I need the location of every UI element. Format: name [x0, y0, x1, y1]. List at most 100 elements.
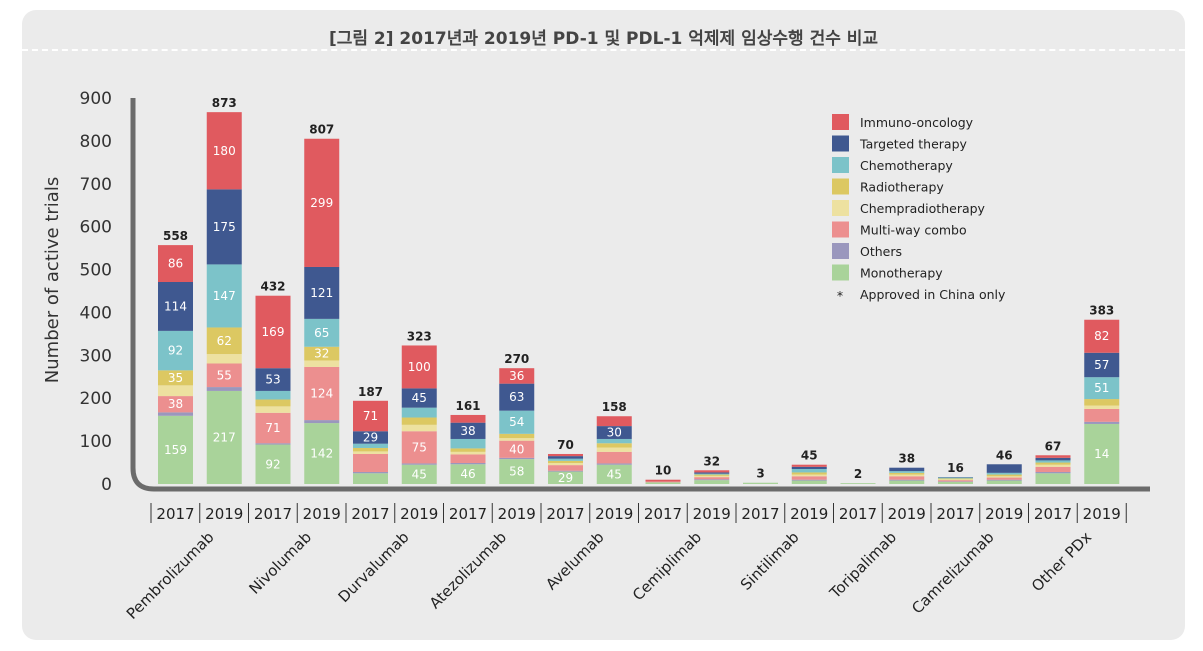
- bar-segment: [353, 473, 388, 484]
- bar-total-label: 70: [557, 438, 574, 452]
- segment-value-label: 38: [168, 397, 183, 411]
- year-tick-label: 2019: [595, 505, 633, 523]
- bar-segment: [401, 424, 437, 432]
- segment-value-label: 40: [509, 442, 524, 456]
- bar-segment: [1035, 460, 1071, 463]
- bar-total-label: 323: [407, 329, 432, 343]
- bar-total-label: 158: [602, 400, 627, 414]
- bar-segment: [548, 462, 583, 466]
- legend-swatch: [832, 178, 849, 195]
- bar-total-label: 2: [854, 467, 862, 481]
- legend-label: Others: [860, 244, 902, 259]
- segment-value-label: 58: [509, 465, 524, 479]
- bar-segment: [499, 440, 535, 458]
- segment-value-label: 45: [607, 467, 622, 481]
- bar-segment: [889, 479, 925, 481]
- bar-segment: [1084, 377, 1120, 400]
- legend-swatch: [832, 243, 849, 259]
- bar-segment: [255, 368, 291, 391]
- legend-swatch: [832, 135, 849, 152]
- y-tick-label: 100: [80, 432, 112, 452]
- bar-segment: [548, 458, 583, 461]
- legend-label: Chemotherapy: [860, 158, 953, 173]
- segment-value-label: 92: [168, 344, 183, 358]
- bar-segment: [548, 456, 583, 459]
- segment-value-label: 121: [310, 286, 333, 300]
- bar-segment: [499, 459, 535, 484]
- bar-segment: [1084, 319, 1120, 353]
- year-tick-label: 2019: [888, 505, 926, 523]
- bar-segment: [889, 474, 925, 477]
- bar-segment: [548, 465, 583, 471]
- bar-segment: [206, 264, 242, 328]
- bar-segment: [206, 387, 242, 391]
- bar-segment: [206, 363, 242, 388]
- segment-value-label: 65: [314, 326, 329, 340]
- bar-segment: [1035, 466, 1071, 472]
- legend-label: Radiotherapy: [860, 180, 944, 195]
- bar-segment: [401, 407, 437, 418]
- bar-total-label: 558: [163, 229, 188, 243]
- segment-value-label: 86: [168, 257, 183, 271]
- year-tick-label: 2017: [1034, 505, 1072, 523]
- bar-segment: [694, 473, 730, 475]
- bar-total-label: 46: [996, 448, 1013, 462]
- bar-total-label: 383: [1089, 304, 1114, 318]
- bar-segment: [938, 479, 973, 481]
- bar-segment: [1035, 455, 1071, 458]
- bar-segment: [791, 480, 827, 484]
- bar-segment: [304, 423, 340, 484]
- segment-value-label: 299: [310, 196, 333, 210]
- bar-segment: [499, 438, 535, 441]
- bar-segment: [938, 478, 973, 480]
- y-tick-label: 400: [80, 303, 112, 323]
- bar-segment: [304, 318, 340, 347]
- bar-segment: [158, 396, 193, 413]
- bar-segment: [1084, 421, 1120, 424]
- bar-segment: [206, 189, 242, 265]
- legend-swatch: [832, 264, 849, 281]
- chart-title: [그림 2] 2017년과 2019년 PD-1 및 PDL-1 억제제 임상수…: [328, 29, 879, 49]
- year-tick-label: 2017: [936, 505, 974, 523]
- segment-value-label: 71: [363, 409, 378, 423]
- drug-label: Sintilimab: [737, 528, 803, 594]
- bar-segment: [450, 438, 486, 449]
- bar-total-label: 161: [455, 399, 480, 413]
- year-tick-label: 2017: [156, 505, 194, 523]
- y-tick-label: 800: [80, 132, 112, 152]
- legend-label: Targeted therapy: [859, 137, 968, 152]
- bar-segment: [1084, 423, 1120, 484]
- bar-segment: [548, 460, 583, 463]
- segment-value-label: 54: [509, 415, 524, 429]
- bar-segment: [353, 471, 388, 474]
- bar-total-label: 16: [947, 461, 964, 475]
- segment-value-label: 51: [1094, 381, 1109, 395]
- bar-segment: [206, 112, 242, 190]
- segment-value-label: 30: [607, 426, 622, 440]
- legend-swatch: [832, 157, 849, 173]
- segment-value-label: 75: [412, 440, 427, 454]
- year-tick-label: 2019: [498, 505, 536, 523]
- bar-segment: [840, 483, 876, 484]
- segment-value-label: 55: [217, 368, 232, 382]
- segment-value-label: 147: [213, 289, 236, 303]
- bar-segment: [889, 467, 925, 472]
- bar-segment: [206, 354, 242, 364]
- bar-segment: [645, 482, 681, 484]
- segment-value-label: 53: [265, 373, 280, 387]
- bar-segment: [645, 481, 681, 483]
- year-tick-label: 2017: [644, 505, 682, 523]
- bar-segment: [791, 474, 827, 477]
- bar-segment: [255, 444, 291, 484]
- bar-segment: [645, 479, 681, 482]
- bar-segment: [255, 295, 291, 369]
- segment-value-label: 36: [509, 369, 524, 383]
- bar-segment: [791, 476, 827, 480]
- bar-segment: [548, 470, 583, 472]
- bar-segment: [889, 471, 925, 473]
- bar-segment: [206, 390, 242, 484]
- axis-line: [130, 98, 1150, 492]
- bar-segment: [596, 443, 632, 448]
- bar-segment: [548, 471, 583, 484]
- bar-segment: [255, 390, 291, 400]
